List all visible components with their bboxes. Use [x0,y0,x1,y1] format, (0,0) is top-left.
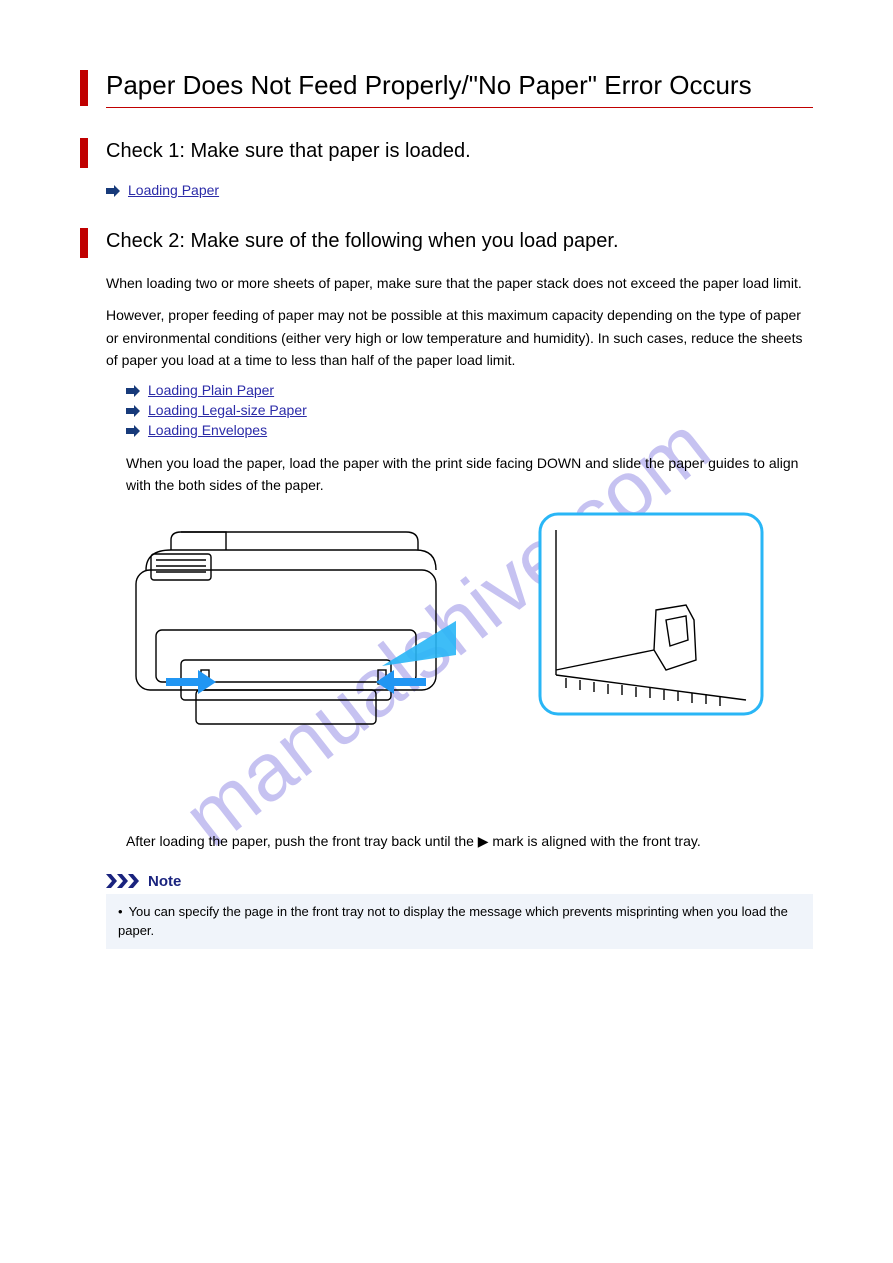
note-text: You can specify the page in the front tr… [118,904,788,939]
arrow-right-icon [106,184,120,196]
page-title-block: Paper Does Not Feed Properly/"No Paper" … [80,70,813,108]
check1-heading: Check 1: Make sure that paper is loaded. [106,138,471,163]
note-block: Note •You can specify the page in the fr… [106,873,813,949]
bullet-icon: • [118,904,123,919]
body-paragraph: After loading the paper, push the front … [126,830,813,852]
check2-heading-block: Check 2: Make sure of the following when… [80,228,813,258]
link-row: Loading Envelopes [126,422,813,438]
check1-heading-block: Check 1: Make sure that paper is loaded. [80,138,813,168]
printer-figure [126,510,766,810]
arrow-right-icon [126,404,140,416]
link-plain-paper[interactable]: Loading Plain Paper [148,382,274,398]
arrow-right-icon [126,424,140,436]
link-row: Loading Paper [106,182,813,198]
callout-illustration-icon [536,510,766,720]
note-body: •You can specify the page in the front t… [106,894,813,949]
loading-paper-link[interactable]: Loading Paper [128,182,219,198]
accent-bar-icon [80,228,88,258]
accent-bar-icon [80,70,88,106]
arrow-right-icon [126,384,140,396]
link-row: Loading Plain Paper [126,382,813,398]
check2-heading: Check 2: Make sure of the following when… [106,228,619,253]
body-paragraph: However, proper feeding of paper may not… [106,304,813,371]
link-row: Loading Legal-size Paper [126,402,813,418]
accent-bar-icon [80,138,88,168]
title-rule [106,107,813,108]
note-label: Note [148,873,181,890]
page-content: Paper Does Not Feed Properly/"No Paper" … [0,0,893,989]
chevron-right-icon [106,874,140,888]
body-paragraph: When loading two or more sheets of paper… [106,272,813,294]
figure-caption: When you load the paper, load the paper … [126,452,813,497]
link-legal-paper[interactable]: Loading Legal-size Paper [148,402,307,418]
link-list: Loading Plain Paper Loading Legal-size P… [126,382,813,438]
link-envelopes[interactable]: Loading Envelopes [148,422,267,438]
printer-illustration-icon [126,510,456,770]
page-title: Paper Does Not Feed Properly/"No Paper" … [106,70,813,107]
